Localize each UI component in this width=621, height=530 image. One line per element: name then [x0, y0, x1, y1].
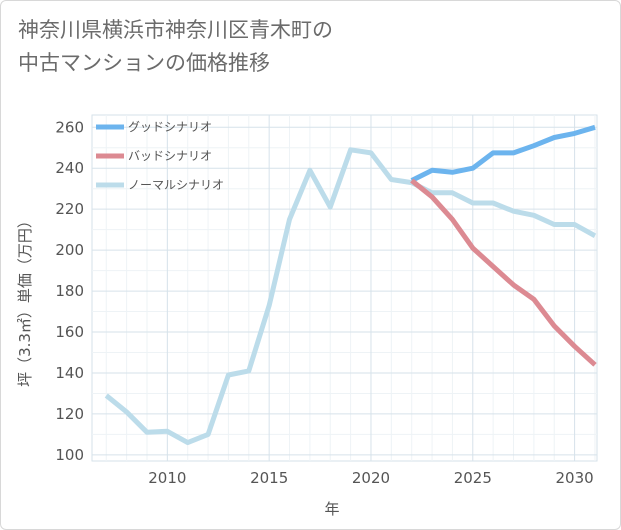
y-axis-title: 坪（3.3㎡）単価（万円） — [16, 213, 34, 387]
legend-label-2: ノーマルシナリオ — [128, 178, 224, 192]
x-tick-label: 2015 — [250, 469, 288, 487]
chart-title-line-1: 神奈川県横浜市神奈川区青木町の — [18, 18, 333, 42]
x-axis-title: 年 — [324, 500, 339, 518]
series-line-0 — [410, 124, 596, 183]
y-tick-label: 140 — [55, 364, 84, 382]
y-tick-label: 160 — [55, 323, 84, 341]
x-tick-label: 2030 — [556, 469, 594, 487]
plot-area — [91, 114, 598, 462]
x-tick-label: 2020 — [352, 469, 390, 487]
y-tick-label: 180 — [55, 282, 84, 300]
series-line-2 — [104, 147, 597, 446]
x-tick-label: 2010 — [148, 469, 186, 487]
y-tick-label: 200 — [55, 241, 84, 259]
y-tick-label: 240 — [55, 159, 84, 177]
series-lines — [104, 124, 597, 446]
grid — [91, 114, 598, 462]
legend-label-1: バッドシナリオ — [128, 149, 212, 163]
chart-title: 神奈川県横浜市神奈川区青木町の 中古マンションの価格推移 — [18, 14, 333, 80]
y-tick-label: 260 — [55, 118, 84, 136]
chart-title-line-2: 中古マンションの価格推移 — [18, 51, 270, 75]
y-tick-label: 100 — [55, 446, 84, 464]
legend-label-0: グッドシナリオ — [128, 120, 212, 134]
y-tick-label: 120 — [55, 405, 84, 423]
y-axis-ticks: 100 120 140 160 180 200 220 240 260 — [55, 118, 84, 464]
x-tick-label: 2025 — [454, 469, 492, 487]
series-line-1 — [410, 178, 597, 367]
y-tick-label: 220 — [55, 200, 84, 218]
x-axis-ticks: 2010 2015 2020 2025 2030 — [148, 469, 593, 487]
